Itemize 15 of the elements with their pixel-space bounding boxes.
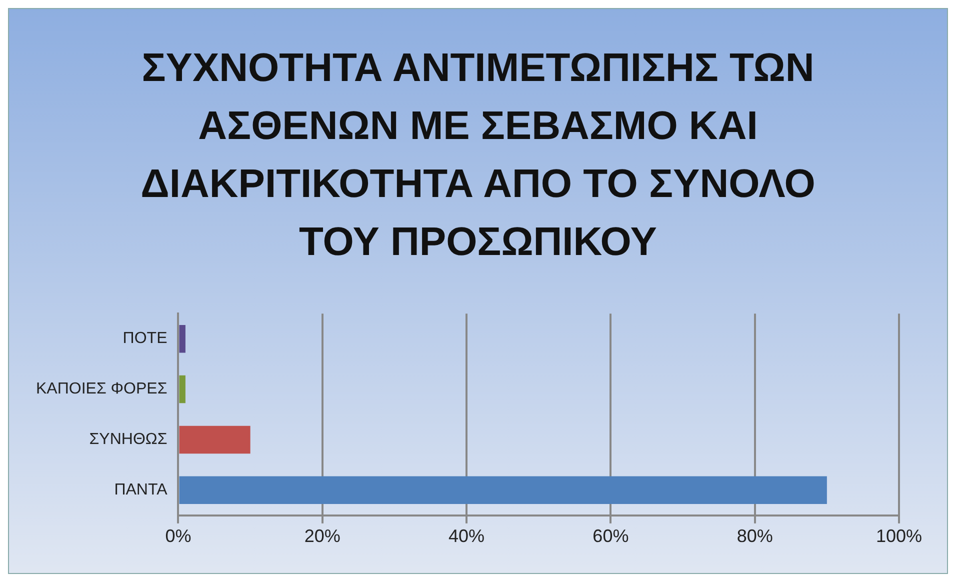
y-tick-label: ΠΑΝΤΑ [114, 482, 168, 499]
x-tick-label: 20% [304, 526, 340, 546]
bar [179, 324, 186, 353]
bar [179, 375, 186, 404]
y-tick-label: ΣΥΝΗΘΩΣ [89, 431, 168, 448]
chart-title: ΣΥΧΝΟΤΗΤΑ ΑΝΤΙΜΕΤΩΠΙΣΗΣ ΤΩΝ ΑΣΘΕΝΩΝ ΜΕ ΣΕΒΑΣΜΟ ΚΑΙ ΔΙΑΚΡΙΤΙΚΟΤΗΤΑ ΑΠΟ ΤΟ ΣΥΝΟΛΟ ΤΟΥ ΠΡΟΣΩΠΙΚΟΥ [140, 45, 816, 266]
bar [179, 426, 250, 454]
y-tick-label: ΚΑΠΟΙΕΣ ΦΟΡΕΣ [36, 380, 168, 398]
x-tick-label: 60% [592, 526, 629, 546]
x-tick-label: 100% [876, 526, 922, 546]
x-tick-label: 80% [736, 526, 773, 546]
x-tick-label: 40% [448, 526, 485, 546]
bar [179, 476, 827, 504]
x-tick-label: 0% [165, 526, 192, 546]
y-tick-label: ΠΟΤΕ [122, 330, 168, 348]
